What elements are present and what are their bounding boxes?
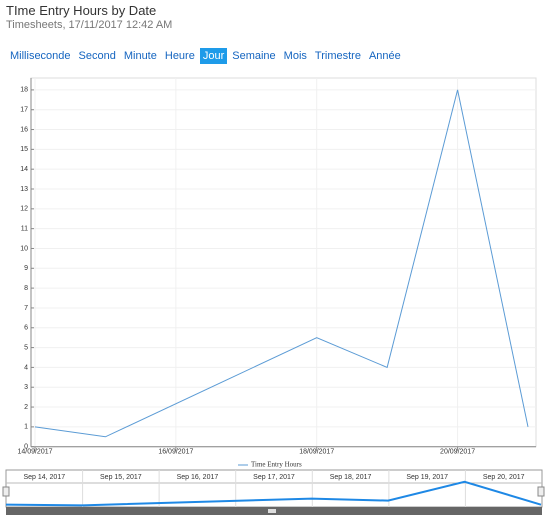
navigator-label: Sep 14, 2017 — [23, 474, 65, 481]
y-tick-label: 9 — [24, 265, 28, 272]
y-tick-label: 13 — [20, 186, 28, 193]
x-tick-label: 14/09/2017 — [17, 449, 52, 456]
range-button[interactable]: Trimestre — [314, 50, 361, 62]
y-tick-label: 14 — [20, 166, 28, 173]
chart-subtitle: Timesheets, 17/11/2017 12:42 AM — [6, 19, 173, 31]
y-tick-label: 5 — [24, 344, 28, 351]
data-line — [34, 89, 529, 438]
range-button[interactable]: Mois — [283, 50, 307, 62]
navigator-label: Sep 18, 2017 — [330, 474, 372, 481]
navigator-line — [5, 480, 542, 507]
navigator-label: Sep 19, 2017 — [406, 474, 448, 481]
navigator-handle[interactable] — [537, 486, 545, 497]
range-button[interactable]: Jour — [199, 48, 228, 64]
range-button[interactable]: Année — [368, 50, 401, 62]
navigator-label: Sep 20, 2017 — [483, 474, 525, 481]
y-tick-label: 7 — [24, 305, 28, 312]
y-tick-label: 17 — [20, 107, 28, 114]
scrollbar-grip — [268, 509, 276, 513]
y-tick-label: 3 — [24, 384, 28, 391]
y-tick-label: 8 — [24, 285, 28, 292]
navigator-label: Sep 15, 2017 — [100, 474, 142, 481]
y-tick-label: 4 — [24, 364, 28, 371]
x-tick-label: 20/09/2017 — [440, 449, 475, 456]
range-button[interactable]: Minute — [123, 50, 157, 62]
y-tick-label: 15 — [20, 146, 28, 153]
legend-label: Time Entry Hours — [251, 461, 302, 469]
plot-frame — [30, 77, 537, 448]
y-tick-label: 6 — [24, 325, 28, 332]
y-tick-label: 18 — [20, 87, 28, 94]
x-tick-label: 18/09/2017 — [299, 449, 334, 456]
range-button[interactable]: Milliseconde — [10, 50, 71, 62]
y-tick-label: 11 — [21, 225, 28, 232]
y-tick-label: 1 — [24, 424, 28, 431]
y-tick-label: 0 — [24, 444, 28, 451]
chart-title: TIme Entry Hours by Date — [6, 3, 157, 18]
range-button[interactable]: Second — [78, 50, 116, 62]
y-tick-label: 16 — [20, 126, 28, 133]
range-button[interactable]: Heure — [164, 50, 195, 62]
range-button[interactable]: Semaine — [232, 50, 276, 62]
y-tick-label: 2 — [24, 404, 28, 411]
x-tick-label: 16/09/2017 — [158, 449, 193, 456]
range-buttons: Milliseconde Second Minute Heure Jour Semaine… — [7, 48, 404, 64]
y-tick-label: 12 — [20, 206, 28, 213]
y-tick-label: 10 — [20, 245, 28, 252]
navigator-handle[interactable] — [2, 486, 10, 497]
navigator-label: Sep 17, 2017 — [253, 474, 295, 481]
navigator-label: Sep 16, 2017 — [177, 474, 219, 481]
